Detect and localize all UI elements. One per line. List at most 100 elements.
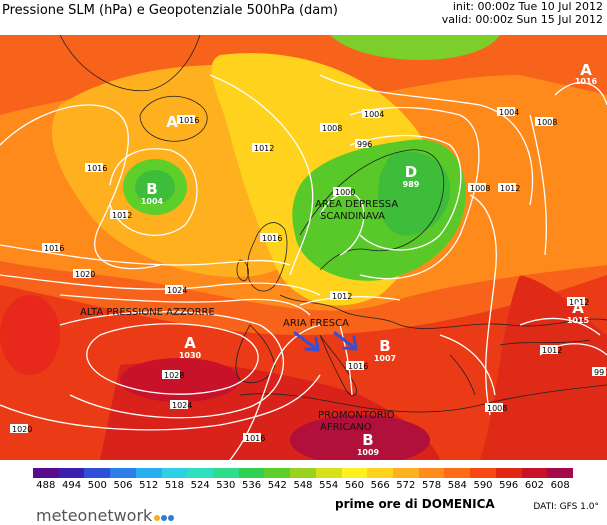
svg-text:1012: 1012	[254, 144, 274, 153]
isobar-label: 1008	[535, 117, 557, 127]
svg-text:D: D	[405, 163, 417, 181]
annotation-depression-2: SCANDINAVA	[320, 211, 385, 222]
colorbar-swatch	[33, 468, 60, 478]
colorbar-tick-label: 494	[62, 480, 82, 491]
isobar-1012-east	[469, 194, 497, 416]
isobar-996	[349, 134, 462, 251]
svg-text:1016: 1016	[44, 244, 64, 253]
colorbar-tick-label: 596	[499, 480, 519, 491]
colorbar-tick-label: 608	[550, 480, 570, 491]
isobar-1012-ne	[554, 82, 607, 106]
colorbar-swatch	[187, 468, 214, 478]
chart-title: Pressione SLM (hPa) e Geopotenziale 500h…	[2, 3, 339, 18]
coast-greece	[449, 354, 476, 396]
annotation-depression-1: AREA DEPRESSA	[315, 199, 398, 210]
colorbar-swatch	[547, 468, 574, 478]
isobar-1008-north	[319, 74, 534, 206]
isobars	[0, 74, 607, 460]
annotation-cool-air: ARIA FRESCA	[283, 318, 349, 329]
colorbar-tick-label: 524	[190, 480, 210, 491]
isobar-label: 1016	[243, 433, 265, 443]
colorbar-tick-label: 572	[396, 480, 416, 491]
colorbar-swatch	[58, 468, 85, 478]
isobar-label: 1008	[468, 183, 490, 193]
colorbar-swatch	[135, 468, 163, 478]
isobar-label: 1016	[260, 233, 282, 243]
svg-text:1007: 1007	[374, 354, 396, 363]
isobar-label: 99	[592, 367, 606, 377]
colorbar-swatch	[367, 468, 394, 478]
annotation-african-1: PROMONTORIO	[318, 410, 395, 421]
colorbar-ticks: 488 494 500 506 512 518 524 530 536 542 548 554 560 5…	[33, 480, 573, 494]
arrow-icon	[333, 331, 358, 351]
field-red-west	[0, 295, 60, 375]
isobar-1028	[86, 323, 259, 395]
svg-text:1008: 1008	[487, 404, 507, 413]
isobar-1008-balkans	[439, 334, 496, 396]
isobar-label: 1000	[333, 187, 355, 197]
field-green-top	[330, 35, 500, 60]
isobar-1004	[349, 106, 480, 280]
high-center-iceland: A	[166, 113, 178, 131]
svg-text:B: B	[379, 337, 390, 355]
colorbar-swatch	[495, 468, 523, 478]
isobar-1012-iceland	[109, 148, 198, 237]
svg-text:A: A	[184, 334, 196, 352]
field-crimson-azores	[120, 358, 240, 402]
isobar-label: 1028	[162, 370, 184, 380]
colorbar-tick-label: 566	[370, 480, 390, 491]
colorbar-tick-label: 602	[524, 480, 544, 491]
coast-ireland	[236, 259, 249, 282]
isobar-1020-south	[0, 374, 321, 431]
colorbar-swatch	[470, 468, 497, 478]
isobar-label: 1008	[485, 403, 507, 413]
colorbar-tick-label: 548	[293, 480, 313, 491]
colorbar-swatch	[110, 468, 137, 478]
valid-time: valid: 00:00z Sun 15 Jul 2012	[441, 13, 603, 26]
logo: meteonetwork	[36, 506, 175, 525]
svg-text:1016: 1016	[575, 77, 598, 86]
colorbar-swatch	[521, 468, 548, 478]
coast-britain	[247, 222, 288, 292]
data-source: DATI: GFS 1.0°	[533, 502, 599, 512]
svg-text:99: 99	[594, 368, 604, 377]
coast-iceland	[139, 96, 208, 142]
isobar-label: 1012	[252, 143, 274, 153]
colorbar-swatch	[290, 468, 317, 478]
isobar-label: 996	[355, 139, 372, 149]
field-green-iceland-core	[135, 170, 175, 204]
isobar-label: 1016	[42, 243, 64, 253]
logo-dot	[154, 515, 161, 521]
isobar-label: 1012	[330, 291, 352, 301]
svg-text:1020: 1020	[75, 270, 95, 279]
svg-text:A: A	[166, 113, 178, 131]
isobar-1024-south	[59, 311, 284, 419]
isobar-label: 1016	[346, 361, 368, 371]
isobar-label: 1004	[497, 107, 519, 117]
coast-iberia	[235, 324, 276, 384]
svg-text:996: 996	[357, 140, 372, 149]
coast-turkey	[499, 339, 591, 346]
svg-text:1012: 1012	[112, 211, 132, 220]
logo-dots-icon	[154, 506, 175, 525]
isobar-1008-east	[529, 114, 547, 256]
isobar-1016-center	[209, 74, 314, 276]
colorbar	[33, 468, 574, 482]
logo-dot	[161, 515, 168, 521]
colorbar-swatch	[161, 468, 188, 478]
run-info: init: 00:00z Tue 10 Jul 2012 valid: 00:0…	[442, 0, 603, 26]
svg-text:A: A	[580, 61, 592, 79]
colorbar-tick-label: 488	[36, 480, 56, 491]
colorbar-tick-label: 578	[422, 480, 442, 491]
annotations: ALTA PRESSIONE AZZORRE AREA DEPRESSA SCA…	[80, 199, 398, 433]
coast-greenland	[59, 35, 201, 92]
coast-italy	[319, 334, 357, 396]
isobar-label: 1024	[165, 285, 187, 295]
isobar-label: 1024	[170, 400, 192, 410]
svg-text:1008: 1008	[470, 184, 490, 193]
logo-dot	[168, 515, 175, 521]
